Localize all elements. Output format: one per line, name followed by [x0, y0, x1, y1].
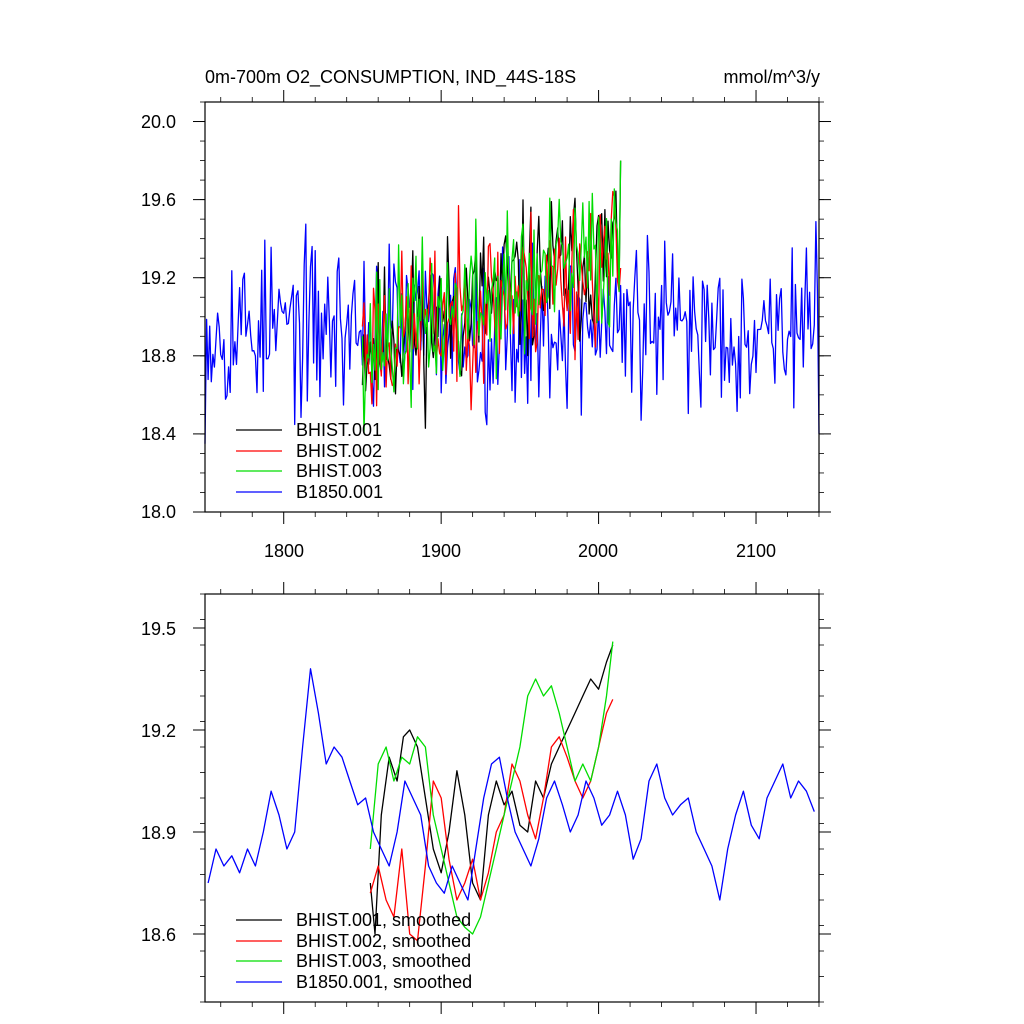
legend-label-bhist-003: BHIST.003 [296, 461, 382, 481]
legend-label-b1850-001-smoothed: B1850.001, smoothed [296, 972, 472, 992]
series-line-bhist-001-smoothed [369, 644, 614, 935]
bottom-panel-legend: BHIST.001, smoothed BHIST.002, smoothed … [236, 910, 472, 992]
top-y-tick-label-20-0: 20.0 [141, 112, 176, 132]
legend-label-bhist-001-smoothed: BHIST.001, smoothed [296, 910, 471, 930]
legend-label-bhist-002-smoothed: BHIST.002, smoothed [296, 931, 471, 951]
top-y-tick-label-19-2: 19.2 [141, 268, 176, 288]
series-line-b1850-001-smoothed [207, 668, 815, 901]
top-y-tick-label-18-0: 18.0 [141, 502, 176, 522]
top-panel: 0m-700m O2_CONSUMPTION, IND_44S-18S mmol… [141, 67, 831, 561]
top-y-tick-label-18-4: 18.4 [141, 424, 176, 444]
top-panel-series-group [204, 160, 820, 444]
top-y-tick-label-18-8: 18.8 [141, 346, 176, 366]
top-panel-ticks [193, 90, 831, 524]
bottom-panel-ticks [193, 582, 831, 1014]
bottom-y-tick-label-18-6: 18.6 [141, 925, 176, 945]
top-panel-tick-labels: 18.0 18.4 18.8 19.2 19.6 20.0 1800 1900 … [141, 112, 776, 561]
bottom-panel: 18.6 18.9 19.2 19.5 BHIST.001, smoothed … [141, 582, 831, 1014]
top-x-tick-label-2000: 2000 [578, 541, 618, 561]
series-line-bhist-003 [361, 160, 622, 434]
legend-label-bhist-003-smoothed: BHIST.003, smoothed [296, 951, 471, 971]
series-line-bhist-003-smoothed [369, 641, 614, 935]
top-panel-legend: BHIST.001 BHIST.002 BHIST.003 B1850.001 [236, 420, 383, 502]
bottom-panel-series-group [207, 641, 815, 942]
bottom-y-tick-label-18-9: 18.9 [141, 823, 176, 843]
bottom-y-tick-label-19-5: 19.5 [141, 619, 176, 639]
legend-label-b1850-001: B1850.001 [296, 482, 383, 502]
top-y-tick-label-19-6: 19.6 [141, 190, 176, 210]
top-x-tick-label-1900: 1900 [421, 541, 461, 561]
bottom-y-tick-label-19-2: 19.2 [141, 721, 176, 741]
top-x-tick-label-1800: 1800 [264, 541, 304, 561]
top-x-tick-label-2100: 2100 [736, 541, 776, 561]
top-panel-frame [204, 101, 820, 513]
top-panel-units: mmol/m^3/y [724, 67, 820, 87]
legend-label-bhist-001: BHIST.001 [296, 420, 382, 440]
series-line-bhist-002 [361, 190, 622, 411]
series-line-b1850-001 [204, 221, 820, 444]
legend-label-bhist-002: BHIST.002 [296, 441, 382, 461]
top-panel-title: 0m-700m O2_CONSUMPTION, IND_44S-18S [205, 67, 576, 88]
bottom-panel-tick-labels: 18.6 18.9 19.2 19.5 [141, 619, 176, 945]
